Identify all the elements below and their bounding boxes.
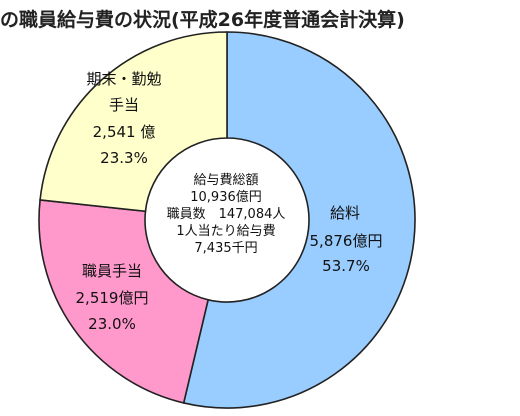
center-total-value: 10,936億円 [190,189,262,205]
slice-amount-bonus: 2,541 億 [93,123,156,141]
donut-slice-bonus [39,31,228,213]
slice-percent-bonus: 23.3% [100,149,148,167]
slice-percent-salary: 53.7% [322,257,370,275]
donut-slice-allowance [38,199,210,404]
slice-label-allowance: 職員手当 2,519億円 23.0% [76,262,149,333]
chart-title: の職員給与費の状況(平成26年度普通会計決算) [0,9,405,31]
slice-name-bonus-line2: 手当 [109,96,139,114]
slice-amount-salary: 5,876億円 [310,232,383,250]
center-per-person-label: 1人当たり給与費 [176,224,275,239]
slice-name-allowance: 職員手当 [82,262,142,280]
slice-percent-allowance: 23.0% [88,315,136,333]
slice-name-bonus-line1: 期末・勤勉 [86,70,161,88]
center-summary: 給与費総額 10,936億円 職員数 147,084人 1人当たり給与費 7,4… [167,173,286,256]
center-total-label: 給与費総額 [193,173,258,188]
donut-slices [38,31,416,409]
slice-label-bonus: 期末・勤勉 手当 2,541 億 23.3% [86,70,161,167]
center-per-person-value: 7,435千円 [194,241,257,256]
slice-label-salary: 給料 5,876億円 53.7% [310,204,383,275]
center-staff-count: 職員数 147,084人 [167,207,286,222]
slice-amount-allowance: 2,519億円 [76,289,149,307]
donut-slice-salary [182,31,416,409]
slice-name-salary: 給料 [330,204,360,222]
